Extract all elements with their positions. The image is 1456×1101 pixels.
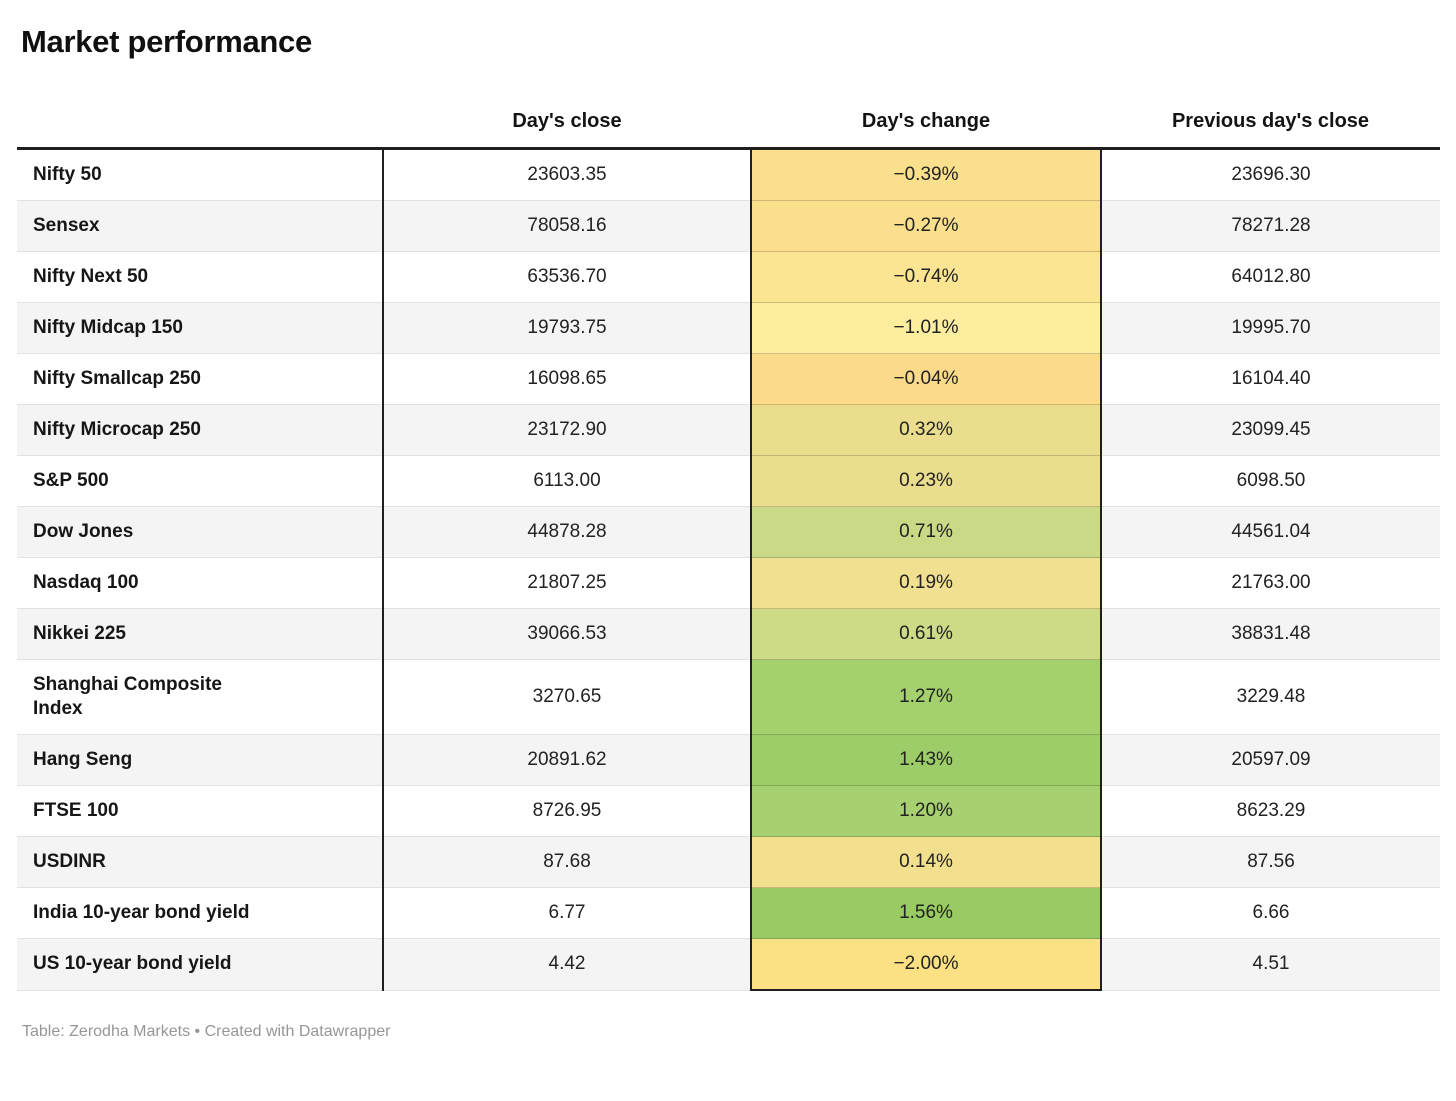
market-performance-table-page: Market performance Day's close Day's cha… bbox=[17, 24, 1440, 1040]
days-change-cell: −0.74% bbox=[750, 251, 1102, 303]
table-row: Nasdaq 100 21807.25 0.19% 21763.00 bbox=[17, 557, 1440, 609]
table-row: USDINR 87.68 0.14% 87.56 bbox=[17, 836, 1440, 888]
previous-close-value: 20597.09 bbox=[1101, 734, 1440, 786]
days-change-cell: 0.61% bbox=[750, 608, 1102, 660]
days-close-value: 87.68 bbox=[383, 836, 751, 888]
days-change-cell: −2.00% bbox=[750, 938, 1102, 991]
days-close-value: 8726.95 bbox=[383, 785, 751, 837]
row-label: Nifty Next 50 bbox=[17, 251, 384, 303]
row-label: S&P 500 bbox=[17, 455, 384, 507]
table-row: India 10-year bond yield 6.77 1.56% 6.66 bbox=[17, 887, 1440, 939]
days-close-value: 39066.53 bbox=[383, 608, 751, 660]
days-close-value: 21807.25 bbox=[383, 557, 751, 609]
table-row: US 10-year bond yield 4.42 −2.00% 4.51 bbox=[17, 938, 1440, 991]
row-label: Nifty Microcap 250 bbox=[17, 404, 384, 456]
row-label: Dow Jones bbox=[17, 506, 384, 558]
previous-close-value: 23696.30 bbox=[1231, 164, 1311, 185]
previous-close-value: 16104.40 bbox=[1101, 353, 1440, 405]
market-performance-table: Day's close Day's change Previous day's … bbox=[17, 68, 1440, 991]
days-change-cell: −0.04% bbox=[750, 353, 1102, 405]
days-change-cell: 1.56% bbox=[750, 887, 1102, 939]
previous-close-value: 78271.28 bbox=[1101, 200, 1440, 252]
row-label: Nifty Smallcap 250 bbox=[17, 353, 384, 405]
row-label: USDINR bbox=[17, 836, 384, 888]
column-header-blank bbox=[17, 68, 383, 150]
table-row: Nikkei 225 39066.53 0.61% 38831.48 bbox=[17, 608, 1440, 660]
page-title: Market performance bbox=[21, 24, 312, 59]
table-row: Nifty Microcap 250 23172.90 0.32% 23099.… bbox=[17, 404, 1440, 456]
table-attribution: Table: Zerodha Markets • Created with Da… bbox=[22, 1023, 391, 1040]
previous-close-value: 4.51 bbox=[1101, 938, 1440, 991]
row-label: Nifty 50 bbox=[17, 148, 384, 201]
previous-close-value: 38831.48 bbox=[1101, 608, 1440, 660]
previous-close-value: 19995.70 bbox=[1101, 302, 1440, 354]
days-close-value: 23603.35 bbox=[527, 164, 607, 185]
row-label: Sensex bbox=[17, 200, 384, 252]
table-row: Sensex 78058.16 −0.27% 78271.28 bbox=[17, 200, 1440, 252]
previous-close-value: 64012.80 bbox=[1101, 251, 1440, 303]
row-label: Nifty Midcap 150 bbox=[17, 302, 384, 354]
days-close-value: 16098.65 bbox=[383, 353, 751, 405]
row-label: Hang Seng bbox=[17, 734, 384, 786]
previous-close-value: 44561.04 bbox=[1101, 506, 1440, 558]
days-change-cell: 1.43% bbox=[750, 734, 1102, 786]
days-change-cell: 1.20% bbox=[750, 785, 1102, 837]
days-close-value: 4.42 bbox=[383, 938, 751, 991]
days-change-cell: −0.39% bbox=[750, 148, 1102, 201]
table-row: FTSE 100 8726.95 1.20% 8623.29 bbox=[17, 785, 1440, 837]
column-header-days-change: Day's change bbox=[751, 68, 1101, 150]
table-row: Nifty 50 23603.35 −0.39% 23696.30 bbox=[17, 148, 1440, 201]
days-close-value: 78058.16 bbox=[383, 200, 751, 252]
previous-close-value: 21763.00 bbox=[1101, 557, 1440, 609]
table-row: Nifty Smallcap 250 16098.65 −0.04% 16104… bbox=[17, 353, 1440, 405]
previous-close-value: 87.56 bbox=[1101, 836, 1440, 888]
column-header-days-close: Day's close bbox=[383, 68, 751, 150]
table-header: Day's close Day's change Previous day's … bbox=[17, 68, 1440, 150]
table-row: Nifty Next 50 63536.70 −0.74% 64012.80 bbox=[17, 251, 1440, 303]
previous-close-value: 6098.50 bbox=[1101, 455, 1440, 507]
days-change-cell: 1.27% bbox=[750, 659, 1102, 735]
days-change-cell: 0.14% bbox=[750, 836, 1102, 888]
days-close-value: 23172.90 bbox=[383, 404, 751, 456]
days-close-value: 6113.00 bbox=[383, 455, 751, 507]
days-close-value: 44878.28 bbox=[383, 506, 751, 558]
days-close-value: 3270.65 bbox=[383, 659, 751, 735]
previous-close-value: 6.66 bbox=[1101, 887, 1440, 939]
days-close-value: 20891.62 bbox=[383, 734, 751, 786]
days-close-value: 19793.75 bbox=[383, 302, 751, 354]
table-row: Nifty Midcap 150 19793.75 −1.01% 19995.7… bbox=[17, 302, 1440, 354]
days-close-value: 6.77 bbox=[383, 887, 751, 939]
days-close-value: 63536.70 bbox=[383, 251, 751, 303]
table-row: Shanghai Composite Index 3270.65 1.27% 3… bbox=[17, 659, 1440, 735]
days-change-cell: −1.01% bbox=[750, 302, 1102, 354]
row-label: Nikkei 225 bbox=[17, 608, 384, 660]
days-change-cell: 0.23% bbox=[750, 455, 1102, 507]
row-label: Nasdaq 100 bbox=[17, 557, 384, 609]
days-change-cell: 0.19% bbox=[750, 557, 1102, 609]
row-label: US 10-year bond yield bbox=[17, 938, 384, 991]
row-label: Shanghai Composite Index bbox=[17, 659, 384, 735]
row-label: India 10-year bond yield bbox=[17, 887, 384, 939]
previous-close-value: 3229.48 bbox=[1101, 659, 1440, 735]
table-row: S&P 500 6113.00 0.23% 6098.50 bbox=[17, 455, 1440, 507]
table-row: Dow Jones 44878.28 0.71% 44561.04 bbox=[17, 506, 1440, 558]
previous-close-value: 8623.29 bbox=[1101, 785, 1440, 837]
column-header-previous-days-close: Previous day's close bbox=[1101, 68, 1440, 150]
row-label: FTSE 100 bbox=[17, 785, 384, 837]
previous-close-value: 23099.45 bbox=[1101, 404, 1440, 456]
days-change-cell: −0.27% bbox=[750, 200, 1102, 252]
table-row: Hang Seng 20891.62 1.43% 20597.09 bbox=[17, 734, 1440, 786]
days-change-cell: 0.71% bbox=[750, 506, 1102, 558]
days-change-cell: 0.32% bbox=[750, 404, 1102, 456]
